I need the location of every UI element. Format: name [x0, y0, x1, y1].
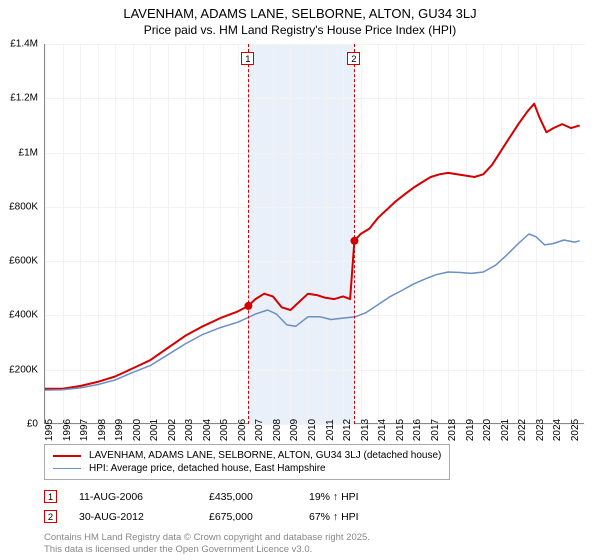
plot-region: 12 — [44, 44, 584, 424]
legend-item: LAVENHAM, ADAMS LANE, SELBORNE, ALTON, G… — [53, 449, 441, 462]
y-tick-label: £1.2M — [10, 93, 38, 104]
y-tick-label: £200K — [9, 364, 38, 375]
legend-label: LAVENHAM, ADAMS LANE, SELBORNE, ALTON, G… — [89, 450, 441, 461]
chart-title-line2: Price paid vs. HM Land Registry's House … — [0, 21, 600, 37]
legend: LAVENHAM, ADAMS LANE, SELBORNE, ALTON, G… — [44, 444, 450, 480]
y-tick-label: £600K — [9, 256, 38, 267]
legend-swatch — [53, 455, 81, 457]
sale-date: 30-AUG-2012 — [79, 511, 209, 523]
y-tick-label: £1M — [19, 147, 38, 158]
sale-date: 11-AUG-2006 — [79, 491, 209, 503]
series-hpi — [45, 234, 580, 390]
sale-row: 1 11-AUG-2006 £435,000 19% ↑ HPI — [44, 490, 409, 503]
event-marker-box: 2 — [347, 52, 360, 65]
sale-row: 2 30-AUG-2012 £675,000 67% ↑ HPI — [44, 510, 409, 523]
y-tick-label: £0 — [27, 419, 38, 430]
chart-title-line1: LAVENHAM, ADAMS LANE, SELBORNE, ALTON, G… — [0, 0, 600, 21]
y-tick-label: £1.4M — [10, 39, 38, 50]
chart-area: 12 £0£200K£400K£600K£800K£1M£1.2M£1.4M 1… — [44, 44, 584, 424]
footer-line2: This data is licensed under the Open Gov… — [44, 544, 370, 556]
legend-label: HPI: Average price, detached house, East… — [89, 463, 326, 474]
line-series-svg — [45, 44, 585, 424]
legend-item: HPI: Average price, detached house, East… — [53, 462, 441, 475]
sale-delta: 19% ↑ HPI — [309, 491, 409, 503]
attribution-footer: Contains HM Land Registry data © Crown c… — [44, 532, 370, 556]
sale-price: £675,000 — [209, 511, 309, 523]
sale-marker-icon: 1 — [44, 490, 57, 503]
event-marker-box: 1 — [241, 52, 254, 65]
sale-price: £435,000 — [209, 491, 309, 503]
legend-swatch — [53, 468, 81, 470]
y-tick-label: £400K — [9, 310, 38, 321]
sale-delta: 67% ↑ HPI — [309, 511, 409, 523]
chart-container: LAVENHAM, ADAMS LANE, SELBORNE, ALTON, G… — [0, 0, 600, 560]
y-tick-label: £800K — [9, 201, 38, 212]
event-vline — [248, 44, 249, 424]
event-vline — [354, 44, 355, 424]
footer-line1: Contains HM Land Registry data © Crown c… — [44, 532, 370, 544]
series-price_paid — [45, 104, 580, 389]
sale-marker-icon: 2 — [44, 510, 57, 523]
